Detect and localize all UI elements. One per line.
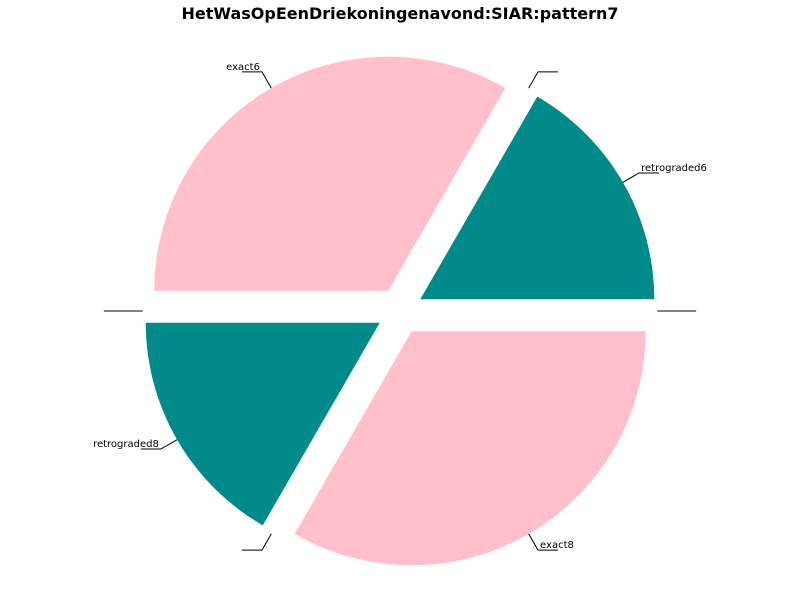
pie-label-text: exact8	[540, 540, 574, 551]
pie-label-retrograded8: retrograded8	[93, 439, 178, 450]
pie-leader-line	[241, 533, 272, 551]
pie-slice-exact8	[294, 331, 646, 566]
pie-label-empty-5	[241, 533, 272, 551]
pie-slice-exact6	[154, 56, 506, 291]
pie-label-retrograded6: retrograded6	[622, 163, 707, 183]
pie-leader-line	[241, 71, 272, 89]
pie-leader-line	[528, 71, 559, 89]
pie-leader-line	[140, 439, 178, 450]
pie-slice-retrograded6	[420, 96, 655, 300]
pie-label-empty-1	[528, 71, 559, 89]
pie-label-exact8: exact8	[528, 533, 574, 551]
pie-label-exact6: exact6	[226, 62, 272, 89]
pie-labels: retrograded6 exact6 retrograded8 exact8	[93, 62, 707, 551]
pie-slices	[145, 56, 655, 566]
pie-label-text: retrograded6	[641, 163, 707, 174]
chart-title: HetWasOpEenDriekoningenavond:SIAR:patter…	[181, 4, 618, 23]
pie-leader-line	[622, 172, 660, 183]
pie-label-text: exact6	[226, 62, 260, 73]
pie-leader-line	[528, 533, 559, 551]
pie-label-text: retrograded8	[93, 439, 159, 450]
pie-slice-retrograded8	[145, 322, 380, 526]
